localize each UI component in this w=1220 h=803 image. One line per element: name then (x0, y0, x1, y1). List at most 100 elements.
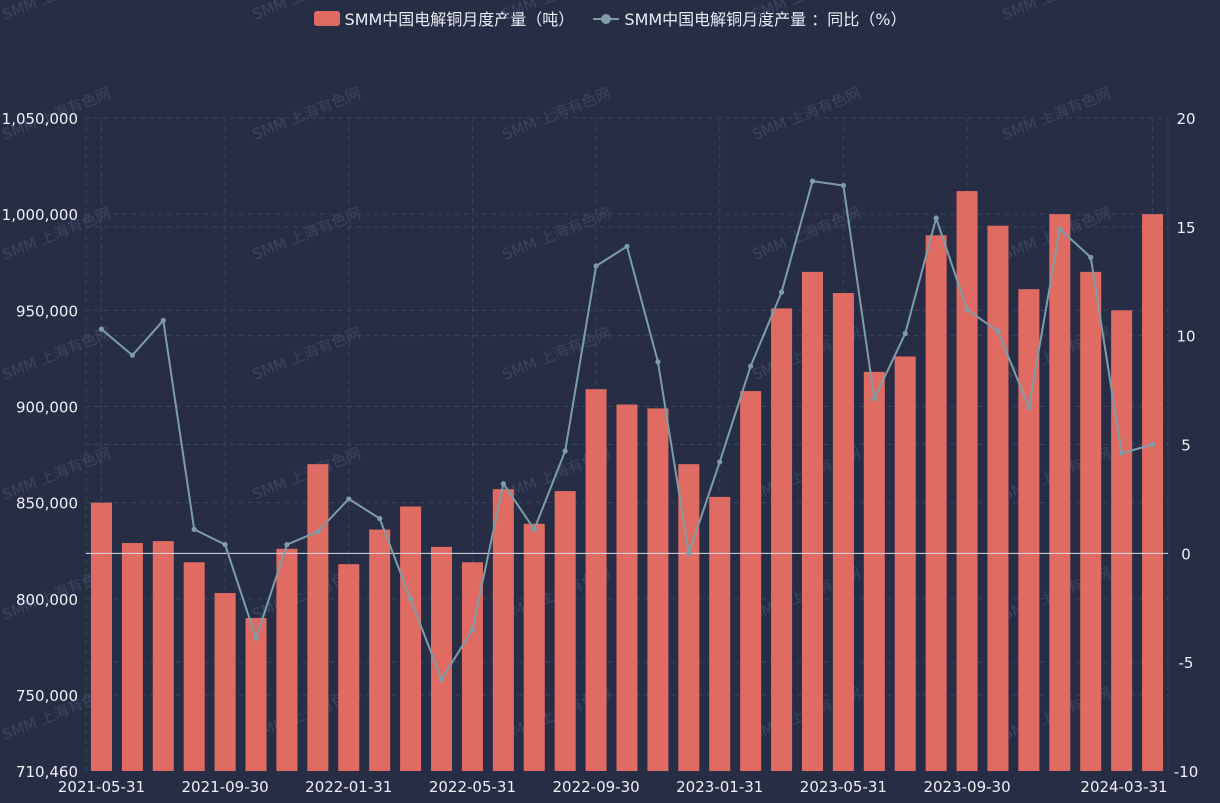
x-tick-label: 2021-05-31 (58, 778, 145, 796)
watermark-text: SMM 上海有色网 (250, 204, 364, 264)
bar (1049, 214, 1071, 771)
watermark-text: SMM 上海有色网 (750, 84, 864, 144)
yoy-point (253, 635, 259, 641)
watermark-text: SMM 上海有色网 (0, 0, 113, 24)
yoy-point (778, 289, 785, 295)
yoy-point (964, 306, 970, 313)
right-tick-label: -10 (1174, 763, 1199, 781)
bar (740, 391, 762, 771)
yoy-point (438, 676, 445, 683)
yoy-point (160, 317, 166, 324)
yoy-point (500, 481, 506, 487)
right-tick-label: 10 (1176, 328, 1195, 346)
legend-item-yoy[interactable]: SMM中国电解铜月度产量 ：同比（%） (593, 6, 906, 30)
bar (1080, 271, 1102, 771)
bar-series (90, 191, 1164, 772)
yoy-point (129, 352, 135, 358)
line-swatch-icon (593, 11, 620, 26)
yoy-point (624, 243, 630, 250)
left-tick-label: 750,000 (16, 687, 78, 705)
bar (1111, 310, 1133, 771)
left-tick-label: 900,000 (16, 398, 78, 416)
x-tick-label: 2021-09-30 (182, 778, 269, 796)
yoy-point (995, 328, 1001, 334)
bar (616, 404, 638, 771)
bar (461, 562, 483, 771)
yoy-point (531, 526, 537, 532)
yoy-point (469, 626, 476, 633)
bar (709, 496, 731, 771)
x-tick-label: 2022-05-31 (429, 778, 516, 796)
left-tick-label: 1,050,000 (2, 110, 78, 128)
yoy-point (315, 528, 321, 535)
bar (214, 593, 236, 771)
bar (925, 235, 947, 772)
x-tick-label: 2022-09-30 (552, 778, 639, 796)
left-y-axis: 710,460 750,000 800,000 850,000 900,000 950,0… (2, 110, 78, 781)
legend-label-production: SMM中国电解铜月度产量（吨） (344, 10, 575, 29)
bar (894, 356, 916, 771)
bar (121, 543, 143, 771)
bar (987, 225, 1009, 771)
yoy-point (717, 459, 723, 465)
bar (152, 541, 174, 771)
yoy-point (748, 363, 754, 369)
yoy-point (871, 396, 877, 402)
right-tick-label: 5 (1181, 437, 1191, 455)
right-tick-label: -5 (1179, 654, 1194, 672)
watermark-text: SMM 上海有色网 (250, 444, 364, 504)
yoy-point (562, 448, 568, 454)
watermark-text: SMM 上海有色网 (250, 324, 364, 384)
watermark-text: SMM 上海有色网 (500, 0, 614, 24)
yoy-point (222, 542, 228, 548)
bar (492, 489, 514, 771)
bar (771, 308, 793, 771)
yoy-point (1119, 450, 1125, 456)
bar (801, 271, 823, 771)
bar (369, 529, 391, 771)
bar (523, 523, 545, 771)
yoy-point (593, 263, 599, 269)
bar (338, 564, 360, 771)
bar (90, 502, 112, 771)
bar (832, 293, 854, 771)
bar (1018, 289, 1040, 771)
bar (554, 491, 576, 771)
bar (245, 618, 267, 771)
x-tick-label: 2022-01-31 (305, 778, 392, 796)
yoy-point (408, 596, 414, 602)
legend-label-yoy: SMM中国电解铜月度产量 ：同比（%） (624, 10, 907, 29)
right-tick-label: 20 (1176, 110, 1195, 128)
yoy-point (1149, 441, 1156, 448)
yoy-point (377, 515, 383, 522)
yoy-point (191, 526, 197, 532)
yoy-point (902, 330, 908, 337)
bar (863, 371, 885, 771)
yoy-point (284, 542, 290, 548)
x-tick-label: 2024-03-31 (1080, 778, 1167, 796)
legend-item-production[interactable]: SMM中国电解铜月度产量（吨） (313, 6, 575, 30)
x-tick-label: 2023-09-30 (923, 778, 1010, 796)
line-series (98, 178, 1156, 683)
yoy-point (1026, 404, 1032, 411)
x-tick-label: 2023-01-31 (676, 778, 763, 796)
bar (585, 389, 607, 771)
bar (431, 546, 453, 771)
watermark-text: SMM 上海有色网 (1000, 0, 1114, 24)
right-tick-label: 15 (1176, 219, 1195, 237)
watermark-text: SMM 上海有色网 (750, 204, 864, 264)
bar (183, 562, 205, 771)
watermark-text: SMM 上海有色网 (1000, 84, 1114, 144)
left-tick-label: 800,000 (16, 591, 78, 609)
bar (400, 506, 422, 771)
watermark-text: SMM 上海有色网 (500, 84, 614, 144)
watermark-text: SMM 上海有色网 (750, 0, 864, 24)
watermark-text: SMM 上海有色网 (250, 84, 364, 144)
yoy-point (1057, 226, 1063, 232)
x-axis: 2021-05-31 2021-09-30 2022-01-31 2022-05-31… (58, 778, 1168, 796)
left-tick-label: 1,000,000 (2, 206, 78, 224)
yoy-point (809, 178, 816, 184)
yoy-point (98, 326, 105, 332)
yoy-point (840, 182, 847, 189)
